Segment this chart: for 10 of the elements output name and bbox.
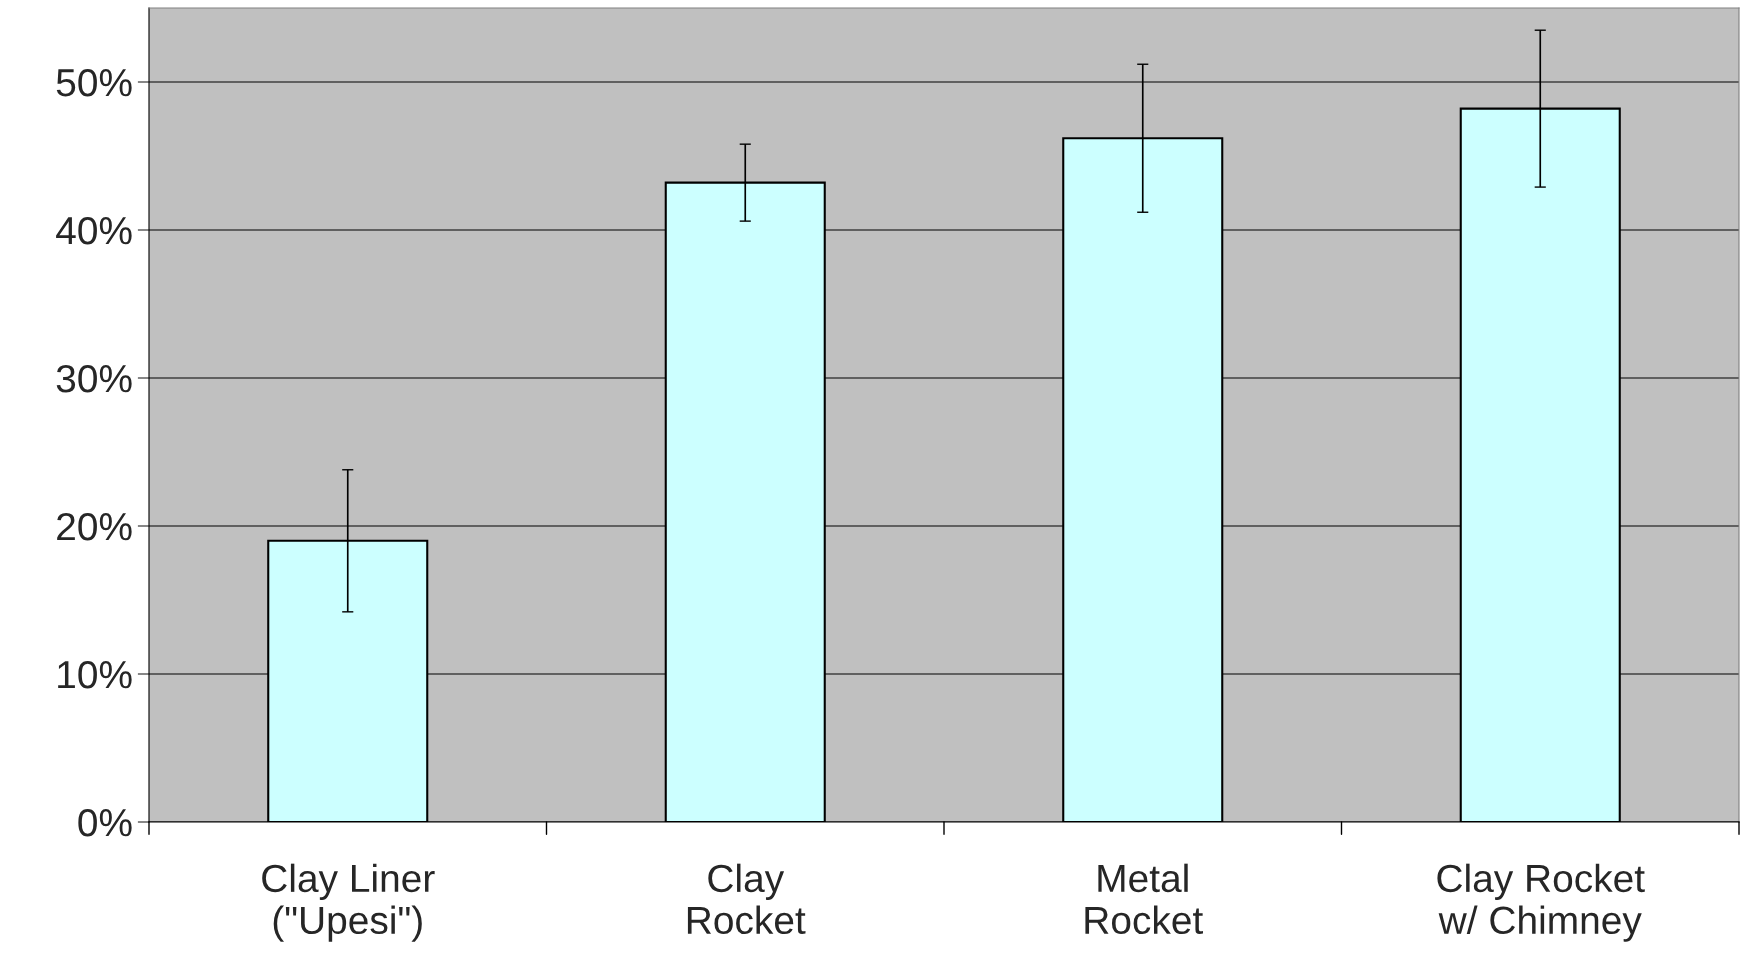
x-tick-label: Clay Liner ("Upesi") [262,863,435,942]
y-tick-label: 50% [56,68,132,97]
y-tick-label: 10% [58,660,132,689]
x-tick-label: Clay Rocket w/ Chimney [1437,863,1645,942]
y-tick-label: 30% [56,364,132,393]
x-tick-label: Metal Rocket [1085,863,1203,935]
y-tick-label: 0% [78,808,132,837]
y-tick-label: 40% [56,216,132,245]
y-tick-label: 20% [57,512,132,541]
x-tick-label: Clay Rocket [687,863,806,935]
